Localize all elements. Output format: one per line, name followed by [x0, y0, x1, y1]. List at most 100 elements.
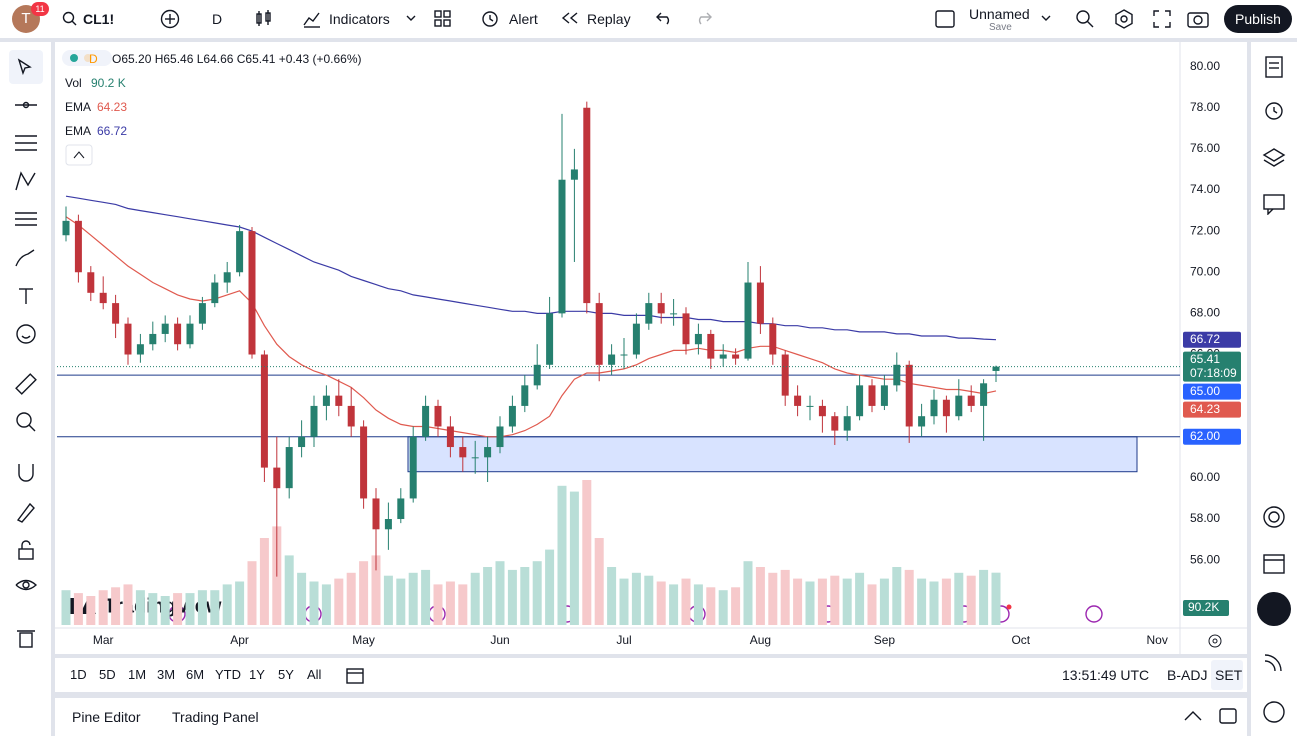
- interval[interactable]: D: [212, 11, 223, 27]
- alert[interactable]: Alert: [509, 11, 538, 27]
- products-button[interactable]: [1257, 592, 1291, 626]
- layouts-icon[interactable]: [434, 10, 452, 28]
- chevron[interactable]: [406, 14, 416, 22]
- volume-bar: [359, 561, 369, 625]
- legend-vol-value: 90.2 K: [91, 76, 126, 90]
- settings[interactable]: [1114, 9, 1134, 29]
- volume-badge-label: 90.2K: [1188, 600, 1219, 614]
- candle-body: [260, 354, 268, 468]
- range-button[interactable]: 1D: [70, 667, 87, 682]
- volume-bar: [346, 572, 356, 625]
- volume-bar: [780, 569, 790, 625]
- x-tick-label: Apr: [230, 633, 249, 647]
- help[interactable]: [1262, 700, 1286, 724]
- goto-date[interactable]: [345, 665, 365, 685]
- snapshot[interactable]: [1187, 9, 1209, 29]
- candle-body: [335, 395, 343, 406]
- zoom-tool[interactable]: [15, 411, 37, 433]
- watchlist[interactable]: [1264, 56, 1284, 78]
- maximize-panel[interactable]: [1219, 708, 1237, 724]
- candle-body: [434, 405, 442, 427]
- tech-analysis[interactable]: [1262, 505, 1286, 529]
- chats[interactable]: [1262, 193, 1286, 215]
- volume-bar: [693, 584, 703, 625]
- candle-body: [372, 498, 380, 530]
- volume-bar: [631, 572, 641, 625]
- lock-drawing[interactable]: [15, 501, 37, 523]
- legend-vol: Vol: [65, 76, 82, 90]
- candle-body: [471, 457, 479, 459]
- data-window[interactable]: [1262, 147, 1286, 169]
- line-tool[interactable]: [14, 97, 38, 113]
- legend-ohlc: O65.20 H65.46 L64.66 C65.41 +0.43 (+0.66…: [112, 52, 362, 66]
- replay-icon[interactable]: [561, 11, 579, 25]
- range-button[interactable]: 1M: [128, 667, 147, 682]
- fullscreen[interactable]: [1153, 10, 1171, 28]
- volume-bar: [396, 578, 406, 625]
- candle-body: [558, 179, 566, 314]
- range-button[interactable]: 5Y: [278, 667, 294, 682]
- chart-type[interactable]: [255, 9, 273, 29]
- collapse-legend[interactable]: [65, 144, 93, 166]
- quick-search[interactable]: [1075, 9, 1095, 29]
- volume-bar: [185, 593, 195, 625]
- range-button[interactable]: All: [307, 667, 322, 682]
- range-button[interactable]: 1Y: [249, 667, 265, 682]
- fib-tool[interactable]: [14, 133, 38, 153]
- cursor-tool[interactable]: [16, 58, 34, 76]
- indicators[interactable]: Indicators: [329, 11, 390, 27]
- layout-save[interactable]: Save: [989, 22, 1012, 33]
- bottom-tab[interactable]: Pine Editor: [72, 709, 141, 725]
- alerts-panel[interactable]: [1263, 99, 1285, 121]
- alert-icon[interactable]: [480, 8, 500, 28]
- text-tool[interactable]: [16, 286, 36, 306]
- replay[interactable]: Replay: [587, 11, 631, 27]
- range-button[interactable]: 3M: [157, 667, 176, 682]
- publish-button[interactable]: Publish: [1224, 5, 1292, 33]
- brush-tool[interactable]: [14, 248, 38, 268]
- volume-bar: [793, 578, 803, 625]
- candle-body: [657, 303, 665, 314]
- volume-bar: [284, 555, 294, 625]
- undo[interactable]: [656, 11, 674, 25]
- volume-bar: [619, 578, 629, 625]
- volume-bar: [557, 485, 567, 625]
- magnet-tool[interactable]: [16, 462, 36, 484]
- collapse-panel[interactable]: [1184, 710, 1202, 722]
- visibility-tool[interactable]: [15, 575, 37, 595]
- candle-body: [422, 405, 430, 437]
- symbol[interactable]: CL1!: [83, 11, 115, 27]
- candle-body: [347, 405, 355, 427]
- settings-gear[interactable]: [1208, 634, 1222, 648]
- emoji-tool[interactable]: [15, 323, 37, 345]
- redo[interactable]: [694, 11, 712, 25]
- volume-bar: [259, 538, 269, 625]
- session-toggle[interactable]: SET: [1215, 667, 1243, 683]
- clock: 13:51:49 UTC: [1062, 667, 1150, 683]
- legend-interval: D: [89, 52, 98, 66]
- news[interactable]: [1262, 652, 1284, 674]
- layout-icon[interactable]: [935, 10, 955, 28]
- range-button[interactable]: 5D: [99, 667, 116, 682]
- search-icon[interactable]: [62, 11, 78, 27]
- volume-bar: [669, 584, 679, 625]
- remove-tool[interactable]: [16, 627, 36, 649]
- indicators-icon[interactable]: [302, 9, 322, 29]
- calendar[interactable]: [1262, 551, 1286, 575]
- layout-name[interactable]: Unnamed: [969, 6, 1030, 22]
- lock-tool[interactable]: [16, 539, 36, 561]
- pattern-tool[interactable]: [14, 170, 38, 192]
- forecast-tool[interactable]: [14, 209, 38, 229]
- chevron[interactable]: [1041, 14, 1051, 22]
- candle-body: [645, 303, 653, 324]
- volume-bar: [966, 575, 976, 625]
- candle-body: [384, 519, 392, 530]
- adjust-toggle[interactable]: B-ADJ: [1167, 667, 1208, 683]
- range-button[interactable]: 6M: [186, 667, 205, 682]
- y-tick-label: 68.00: [1190, 306, 1220, 320]
- ema-line: [65, 195, 997, 341]
- measure-tool[interactable]: [14, 372, 38, 396]
- bottom-tab[interactable]: Trading Panel: [172, 709, 259, 725]
- range-button[interactable]: YTD: [215, 667, 241, 682]
- add-symbol[interactable]: [160, 9, 180, 29]
